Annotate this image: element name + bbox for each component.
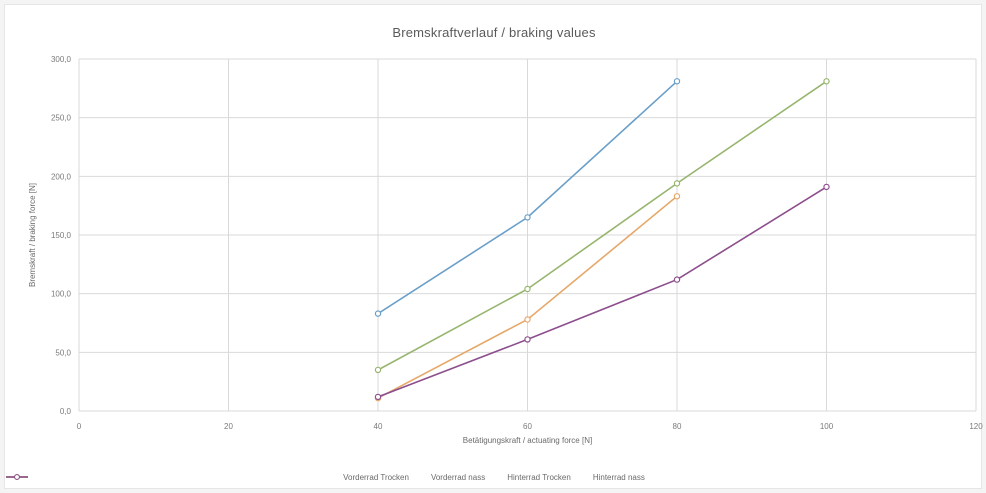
legend-label: Hinterrad Trocken [507, 473, 571, 482]
y-tick-label: 100,0 [51, 290, 72, 299]
data-point-vorderrad-trocken [673, 78, 681, 85]
data-point-vorderrad-nass [823, 78, 830, 85]
x-tick-label: 80 [673, 422, 682, 431]
data-point-hinterrad-nass [673, 276, 681, 283]
y-tick-label: 150,0 [51, 231, 72, 240]
data-point-hinterrad-trocken [524, 316, 531, 323]
legend-label: Vorderrad Trocken [343, 473, 409, 482]
y-tick-label: 300,0 [51, 55, 72, 64]
y-axis-title: Bremskraft / braking force [N] [28, 183, 37, 287]
data-point-hinterrad-nass [524, 336, 531, 343]
chart-frame: Bremskraftverlauf / braking values 0,0 50… [4, 4, 983, 489]
data-point-vorderrad-nass [673, 180, 681, 187]
x-tick-label: 20 [224, 422, 233, 431]
x-axis-title: Betätigungskraft / actuating force [N] [463, 436, 592, 445]
chart-title: Bremskraftverlauf / braking values [392, 25, 596, 40]
legend-label: Hinterrad nass [592, 473, 645, 482]
x-tick-label: 40 [374, 422, 383, 431]
data-point-vorderrad-nass [524, 285, 531, 293]
series-line-hinterrad-nass [377, 186, 827, 398]
line-chart: 0,0 50,0 100,0 150,0 200,0 250,0 300,0 0 20 40 60 8… [28, 55, 983, 445]
data-point-hinterrad-trocken [673, 193, 681, 200]
data-point-vorderrad-trocken [374, 310, 382, 317]
legend-swatch [6, 474, 28, 480]
chart-legend: Vorderrad Trocken Vorderrad nass Hinterrad… [5, 473, 983, 482]
legend-item-vorderrad-nass: Vorderrad nass [6, 473, 486, 482]
series-line-vorderrad-nass [377, 80, 827, 371]
x-tick-label: 100 [820, 422, 834, 431]
y-tick-label: 250,0 [51, 114, 72, 123]
x-tick-label: 0 [77, 422, 82, 431]
x-tick-label: 120 [969, 422, 983, 431]
data-point-vorderrad-trocken [524, 214, 531, 221]
data-point-vorderrad-nass [374, 366, 382, 374]
x-tick-label: 60 [523, 422, 532, 431]
y-tick-label: 50,0 [55, 348, 71, 357]
legend-item-hinterrad-nass: Hinterrad nass [6, 473, 645, 482]
y-tick-label: 200,0 [51, 172, 72, 181]
legend-item-hinterrad-trocken: Hinterrad Trocken [6, 473, 571, 482]
y-tick-label: 0,0 [60, 407, 72, 416]
legend-label: Vorderrad nass [430, 473, 486, 482]
legend-item-vorderrad-trocken: Vorderrad Trocken [6, 473, 409, 482]
data-point-hinterrad-nass [823, 183, 830, 191]
data-point-hinterrad-nass [374, 393, 382, 401]
